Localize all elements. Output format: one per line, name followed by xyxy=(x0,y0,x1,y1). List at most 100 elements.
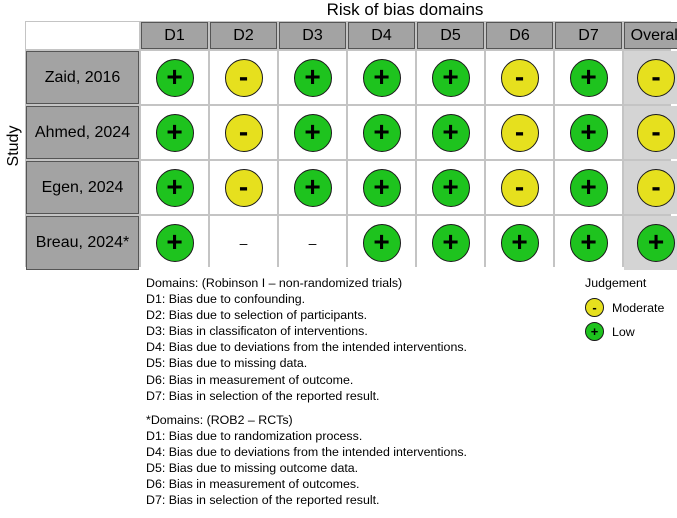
judgement-symbol: - xyxy=(651,60,661,92)
legend-title: Judgement xyxy=(585,276,647,290)
judgement-symbol: + xyxy=(304,115,321,147)
column-header-d1: D1 xyxy=(141,22,208,49)
low-risk-icon: + xyxy=(155,113,194,152)
judgement-cell: + xyxy=(555,51,622,104)
judgement-cell: – xyxy=(210,216,277,270)
judgement-cell: - xyxy=(486,106,553,159)
judgement-symbol: + xyxy=(442,170,459,202)
judgement-cell: + xyxy=(417,161,484,214)
column-header-d5: D5 xyxy=(417,22,484,49)
note-line: D3: Bias in classificaton of interventio… xyxy=(146,324,368,339)
judgement-symbol: + xyxy=(373,170,390,202)
judgement-symbol: - xyxy=(238,115,249,147)
low-risk-icon: + xyxy=(569,58,608,97)
note-line: Domains: (Robinson I – non-randomized tr… xyxy=(146,276,403,290)
judgement-symbol: + xyxy=(442,115,459,147)
note-line: D7: Bias in selection of the reported re… xyxy=(146,388,380,403)
judgement-symbol: + xyxy=(442,60,459,92)
low-risk-icon: + xyxy=(362,224,401,262)
notes-gap xyxy=(146,404,467,412)
low-risk-icon: + xyxy=(431,113,470,152)
judgement-symbol: - xyxy=(651,115,661,147)
judgement-cell: + xyxy=(555,216,622,270)
low-risk-icon: + xyxy=(500,224,539,262)
judgement-symbol: + xyxy=(442,226,459,257)
moderate-risk-icon: - xyxy=(500,58,539,97)
judgement-cell: + xyxy=(555,106,622,159)
low-risk-icon: + xyxy=(155,168,194,207)
judgement-symbol: - xyxy=(238,170,249,202)
judgement-symbol: + xyxy=(580,170,597,202)
judgement-cell: + xyxy=(417,51,484,104)
study-label: Ahmed, 2024 xyxy=(26,106,139,159)
judgement-symbol: + xyxy=(511,226,528,257)
low-risk-icon: + xyxy=(155,58,194,97)
judgement-cell: - xyxy=(486,51,553,104)
low-risk-icon: + xyxy=(293,58,332,97)
judgement-symbol: + xyxy=(304,60,321,92)
column-header-d4: D4 xyxy=(348,22,415,49)
study-label: Breau, 2024* xyxy=(26,216,139,270)
judgement-symbol: + xyxy=(580,226,597,257)
judgement-symbol: + xyxy=(166,226,183,257)
column-header-d2: D2 xyxy=(210,22,277,49)
low-risk-icon: + xyxy=(155,224,194,262)
column-header-d3: D3 xyxy=(279,22,346,49)
judgement-cell: + xyxy=(624,216,677,270)
judgement-cell: - xyxy=(624,161,677,214)
low-risk-icon: + xyxy=(569,113,608,152)
low-risk-icon: + xyxy=(362,168,401,207)
low-risk-icon: + xyxy=(431,168,470,207)
judgement-symbol: + xyxy=(647,226,665,257)
low-risk-icon: + xyxy=(569,168,608,207)
note-line: D6: Bias in measurement of outcomes. xyxy=(146,477,360,492)
moderate-risk-icon: - xyxy=(224,168,263,207)
judgement-cell: + xyxy=(348,51,415,104)
judgement-symbol: + xyxy=(373,60,390,92)
low-risk-icon: + xyxy=(362,58,401,97)
judgement-cell: - xyxy=(624,51,677,104)
no-judgement-dash: – xyxy=(308,235,317,251)
judgement-cell: + xyxy=(348,216,415,270)
legend-item-low: + Low xyxy=(585,322,635,341)
legend-symbol: - xyxy=(592,300,597,315)
moderate-risk-icon: - xyxy=(637,168,675,207)
low-risk-icon: + xyxy=(362,113,401,152)
judgement-cell: + xyxy=(279,161,346,214)
judgement-symbol: - xyxy=(514,60,525,92)
study-label: Egen, 2024 xyxy=(26,161,139,214)
low-risk-icon: + xyxy=(585,322,604,341)
note-line: D5: Bias due to missing outcome data. xyxy=(146,461,359,476)
study-axis-label-text: Study xyxy=(5,125,22,167)
judgement-symbol: + xyxy=(373,226,390,257)
legend-label: Low xyxy=(612,324,635,339)
judgement-cell: + xyxy=(141,51,208,104)
column-header-d6: D6 xyxy=(486,22,553,49)
judgement-cell: – xyxy=(279,216,346,270)
judgement-symbol: - xyxy=(651,170,661,202)
moderate-risk-icon: - xyxy=(637,58,675,97)
judgement-cell: + xyxy=(141,161,208,214)
judgement-cell: + xyxy=(141,106,208,159)
judgement-symbol: + xyxy=(166,115,183,147)
judgement-symbol: - xyxy=(238,60,249,92)
note-line: D2: Bias due to selection of participant… xyxy=(146,308,368,323)
judgement-symbol: + xyxy=(166,170,183,202)
legend-symbol: + xyxy=(590,324,599,339)
judgement-symbol: + xyxy=(580,115,597,147)
judgement-symbol: - xyxy=(514,115,525,147)
domain-notes: Domains: (Robinson I – non-randomized tr… xyxy=(146,275,467,508)
note-line: D4: Bias due to deviations from the inte… xyxy=(146,444,467,459)
legend-item-moderate: - Moderate xyxy=(585,298,664,317)
no-judgement-dash: – xyxy=(239,235,248,251)
moderate-risk-icon: - xyxy=(637,113,675,152)
note-line: D4: Bias due to deviations from the inte… xyxy=(146,340,467,355)
judgement-cell: - xyxy=(210,51,277,104)
legend-label: Moderate xyxy=(612,300,665,315)
judgement-legend: Judgement - Moderate + Low xyxy=(585,276,664,341)
risk-of-bias-table: D1 D2 D3 D4 D5 D6 D7 Overall Zaid, 2016 + - + + + - + - A… xyxy=(25,21,677,270)
judgement-symbol: + xyxy=(373,115,390,147)
low-risk-icon: + xyxy=(431,224,470,262)
judgement-symbol: + xyxy=(580,60,597,92)
moderate-risk-icon: - xyxy=(500,168,539,207)
